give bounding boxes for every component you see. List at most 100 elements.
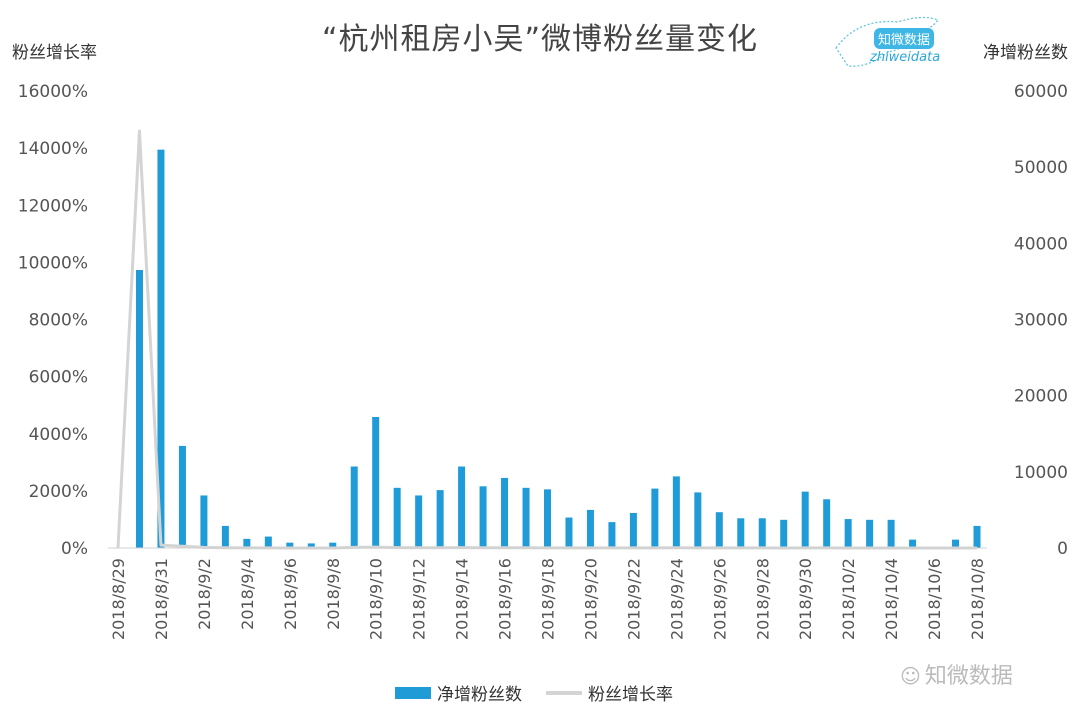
legend-swatch-bar [395, 686, 431, 699]
x-axis-tick-label: 2018/9/12 [410, 558, 429, 640]
right-axis-tick-label: 10000 [1014, 463, 1068, 483]
brand-logo: 知微数据 zhiweidata [828, 8, 948, 78]
x-axis-tick-label: 2018/9/18 [539, 558, 558, 640]
left-axis-tick-label: 2000% [29, 482, 88, 502]
wechat-icon: ☺ [900, 664, 921, 688]
left-axis-tick-label: 10000% [18, 253, 88, 273]
right-axis-tick-label: 20000 [1014, 387, 1068, 407]
bar [372, 416, 380, 548]
bar [458, 466, 466, 548]
bar [758, 518, 766, 548]
left-axis-tick-label: 14000% [18, 139, 88, 159]
bar [350, 466, 358, 548]
bar [200, 495, 208, 548]
line-series [116, 129, 977, 550]
growth-rate-line [116, 129, 977, 550]
left-axis-tick-label: 12000% [18, 196, 88, 216]
x-axis-tick-label: 2018/10/6 [925, 558, 944, 640]
bar [608, 522, 616, 548]
legend-label-bar: 净增粉丝数 [437, 685, 522, 705]
bar [522, 487, 530, 548]
bar [866, 519, 874, 548]
bar [651, 488, 659, 548]
x-axis-tick-label: 2018/8/31 [152, 558, 171, 640]
x-axis-tick-label: 2018/9/28 [753, 558, 772, 640]
bar [178, 445, 186, 548]
bar [264, 536, 272, 548]
left-axis-tick-label: 8000% [29, 311, 88, 331]
right-axis-tick-label: 50000 [1014, 158, 1068, 178]
x-axis-tick-label: 2018/9/6 [281, 558, 300, 630]
x-axis-tick-label: 2018/9/30 [796, 558, 815, 640]
brand-name-zh: 知微数据 [874, 28, 935, 49]
x-axis-tick-label: 2018/9/26 [710, 558, 729, 640]
legend: 净增粉丝数 粉丝增长率 [395, 680, 697, 705]
bar [672, 476, 680, 548]
bar [544, 489, 551, 548]
bar [844, 519, 852, 548]
bar [393, 487, 401, 548]
x-axis-tick-label: 2018/9/24 [667, 558, 686, 640]
bar [501, 477, 509, 548]
right-axis-tick-label: 60000 [1014, 82, 1068, 102]
bar [415, 495, 423, 548]
legend-swatch-line [546, 690, 582, 695]
bar [157, 149, 165, 549]
bar-series [135, 149, 981, 549]
x-axis-tick-label: 2018/9/20 [581, 558, 600, 640]
left-axis-tick-label: 0% [61, 539, 88, 559]
bar [307, 543, 315, 548]
bar [286, 542, 294, 548]
bar [329, 542, 337, 548]
bar [737, 518, 745, 548]
left-axis-title: 粉丝增长率 [12, 43, 97, 63]
x-axis-tick-label: 2018/10/8 [968, 558, 987, 640]
x-axis-tick-label: 2018/9/16 [496, 558, 515, 640]
bar [565, 517, 573, 548]
watermark-text: 知微数据 [924, 664, 1013, 689]
brand-name-en: zhiweidata [870, 50, 941, 65]
x-axis-tick-label: 2018/10/2 [839, 558, 858, 640]
right-axis-tick-label: 30000 [1014, 311, 1068, 331]
bar [135, 269, 143, 548]
legend-label-line: 粉丝增长率 [588, 685, 673, 705]
x-axis-tick-label: 2018/8/29 [109, 558, 128, 640]
x-axis-tick-label: 2018/9/22 [624, 558, 643, 640]
bar [221, 525, 229, 548]
bar [887, 519, 895, 548]
right-axis-title: 净增粉丝数 [983, 43, 1068, 63]
x-axis-tick-label: 2018/10/4 [882, 558, 901, 640]
left-axis-ticks: 0% 2000% 4000% 6000% 8000% 10000% 12000% 14000%… [18, 82, 88, 559]
right-axis-ticks: 0 10000 20000 30000 40000 50000 60000 [1014, 82, 1068, 559]
bar [780, 519, 788, 548]
x-axis-tick-label: 2018/9/4 [238, 558, 257, 630]
legend-item-line: 粉丝增长率 [546, 680, 673, 705]
x-axis-ticks: 2018/8/29 2018/8/31 2018/9/2 2018/9/4 2018/9… [109, 558, 987, 640]
bar [243, 538, 251, 548]
watermark: ☺ 知微数据 [900, 658, 1013, 690]
bar [629, 512, 637, 548]
cheetah-logo-icon [835, 16, 939, 67]
x-axis-tick-label: 2018/9/10 [367, 558, 386, 640]
bar [823, 499, 831, 548]
bar [973, 525, 981, 548]
bar [952, 539, 960, 548]
x-axis-tick-label: 2018/9/2 [195, 558, 214, 630]
bar [436, 490, 444, 548]
chart-title: “杭州租房小吴”微博粉丝量变化 [321, 22, 759, 57]
bar [801, 491, 809, 548]
bar [694, 492, 702, 548]
right-axis-tick-label: 40000 [1014, 234, 1068, 254]
bar [586, 509, 594, 548]
left-axis-tick-label: 6000% [29, 368, 88, 388]
legend-item-bar: 净增粉丝数 [395, 680, 522, 705]
right-axis-tick-label: 0 [1057, 539, 1068, 559]
left-axis-tick-label: 16000% [18, 82, 88, 102]
bar [715, 512, 723, 548]
x-axis-tick-label: 2018/9/14 [453, 558, 472, 640]
bar [479, 486, 487, 548]
left-axis-tick-label: 4000% [29, 425, 88, 445]
bar [909, 539, 917, 548]
